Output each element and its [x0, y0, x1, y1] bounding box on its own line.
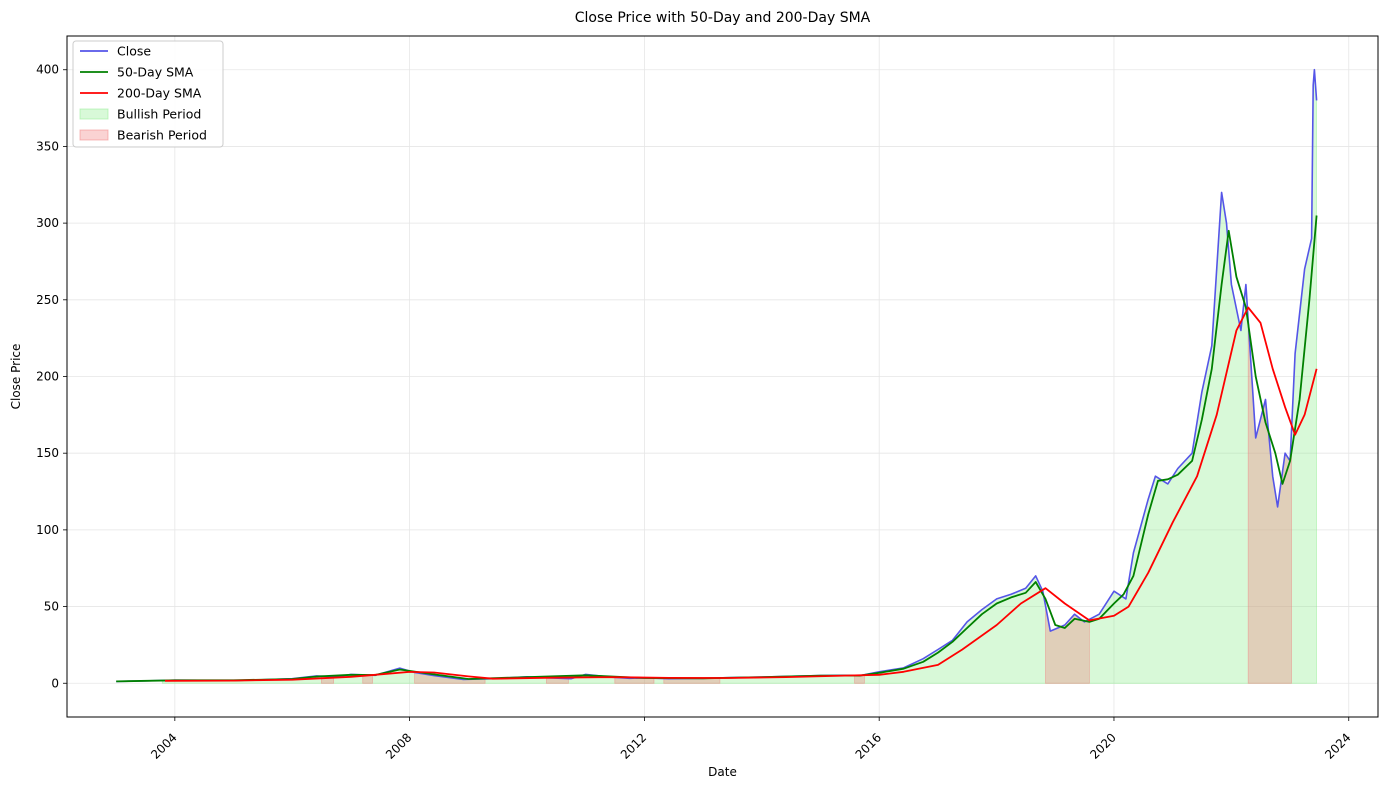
y-tick-label: 200	[36, 370, 59, 384]
y-axis: 0 50 100 150 200 250 300 350 400	[36, 63, 67, 690]
y-tick-label: 350	[36, 139, 59, 153]
y-tick-label: 300	[36, 216, 59, 230]
y-tick-label: 150	[36, 446, 59, 460]
legend-label-50-day-sma: 50-Day SMA	[117, 65, 194, 80]
grid	[67, 36, 1378, 717]
series-lines	[116, 68, 1318, 683]
y-tick-label: 250	[36, 293, 59, 307]
legend-swatch-bullish-period	[79, 108, 109, 120]
y-tick-label: 0	[51, 676, 59, 690]
legend-label-200-day-sma: 200-Day SMA	[117, 86, 202, 101]
series-line-200-day-sma	[164, 306, 1318, 682]
legend-swatch-bearish-period	[79, 129, 109, 141]
legend: Close 50-Day SMA 200-Day SMA Bullish Period…	[72, 40, 224, 148]
legend-box	[72, 40, 224, 148]
y-axis-title: Close Price	[9, 344, 23, 410]
legend-label-bullish-period: Bullish Period	[117, 107, 201, 122]
legend-label-bearish-period: Bearish Period	[117, 128, 207, 143]
y-tick-label: 100	[36, 523, 59, 537]
y-tick-label: 50	[44, 600, 59, 614]
y-tick-label: 400	[36, 63, 59, 77]
chart-title: Close Price with 50-Day and 200-Day SMA	[575, 10, 871, 26]
x-axis-title: Date	[708, 765, 737, 779]
legend-label-close: Close	[117, 44, 151, 59]
